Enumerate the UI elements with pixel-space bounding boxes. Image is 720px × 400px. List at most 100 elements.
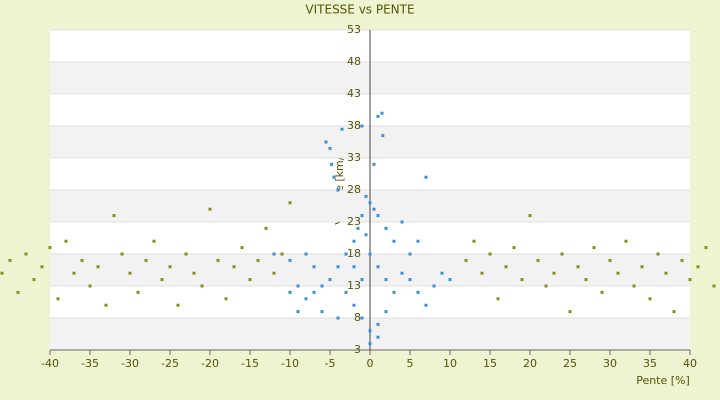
point bbox=[384, 278, 388, 282]
point bbox=[480, 271, 484, 275]
point bbox=[392, 290, 396, 294]
point bbox=[332, 175, 336, 179]
point bbox=[344, 290, 348, 294]
point bbox=[408, 278, 412, 282]
point bbox=[40, 265, 44, 269]
x-tick-label: 0 bbox=[367, 357, 374, 370]
x-axis-title: Pente [%] bbox=[636, 374, 690, 387]
x-tick-label: -15 bbox=[241, 357, 259, 370]
point bbox=[376, 335, 380, 339]
point bbox=[352, 265, 356, 269]
point bbox=[376, 214, 380, 218]
point bbox=[552, 271, 556, 275]
point bbox=[192, 271, 196, 275]
point bbox=[360, 278, 364, 282]
x-tick-label: 20 bbox=[523, 357, 537, 370]
point bbox=[376, 114, 380, 118]
point bbox=[0, 271, 4, 275]
point bbox=[168, 265, 172, 269]
point bbox=[336, 265, 340, 269]
point bbox=[360, 214, 364, 218]
point bbox=[568, 310, 572, 314]
point bbox=[312, 265, 316, 269]
point bbox=[272, 252, 276, 256]
point bbox=[200, 284, 204, 288]
point bbox=[144, 258, 148, 262]
point bbox=[352, 303, 356, 307]
point bbox=[672, 310, 676, 314]
point bbox=[632, 284, 636, 288]
x-tick-label: 30 bbox=[603, 357, 617, 370]
point bbox=[376, 322, 380, 326]
point bbox=[372, 207, 376, 211]
y-tick-label: 23 bbox=[347, 215, 361, 228]
point bbox=[424, 175, 428, 179]
point bbox=[400, 220, 404, 224]
point bbox=[232, 265, 236, 269]
point bbox=[320, 310, 324, 314]
x-tick-label: 25 bbox=[563, 357, 577, 370]
point bbox=[112, 214, 116, 218]
x-tick-label: 35 bbox=[643, 357, 657, 370]
x-tick-label: 40 bbox=[683, 357, 697, 370]
point bbox=[680, 258, 684, 262]
point bbox=[48, 246, 52, 250]
point bbox=[256, 258, 260, 262]
point bbox=[368, 329, 372, 333]
x-tick-label: 10 bbox=[443, 357, 457, 370]
point bbox=[56, 297, 60, 301]
point bbox=[336, 316, 340, 320]
point bbox=[656, 252, 660, 256]
point bbox=[544, 284, 548, 288]
point bbox=[464, 258, 468, 262]
x-tick-label: 5 bbox=[407, 357, 414, 370]
y-tick-label: 53 bbox=[347, 23, 361, 36]
y-tick-label: 13 bbox=[347, 279, 361, 292]
x-tick-label: -10 bbox=[281, 357, 299, 370]
point bbox=[504, 265, 508, 269]
y-tick-label: 48 bbox=[347, 55, 361, 68]
point bbox=[416, 239, 420, 243]
point bbox=[664, 271, 668, 275]
point bbox=[704, 246, 708, 250]
x-tick-label: -30 bbox=[121, 357, 139, 370]
y-tick-label: 8 bbox=[354, 311, 361, 324]
point bbox=[356, 226, 360, 230]
point bbox=[304, 252, 308, 256]
point bbox=[64, 239, 68, 243]
point bbox=[152, 239, 156, 243]
point bbox=[696, 265, 700, 269]
point bbox=[381, 134, 385, 138]
point bbox=[160, 278, 164, 282]
point bbox=[328, 146, 332, 150]
point bbox=[472, 239, 476, 243]
point bbox=[360, 316, 364, 320]
point bbox=[640, 265, 644, 269]
point bbox=[368, 342, 372, 346]
point bbox=[616, 271, 620, 275]
point bbox=[608, 258, 612, 262]
point bbox=[104, 303, 108, 307]
point bbox=[372, 162, 376, 166]
point bbox=[520, 278, 524, 282]
point bbox=[248, 278, 252, 282]
point bbox=[624, 239, 628, 243]
point bbox=[364, 233, 368, 237]
point bbox=[328, 278, 332, 282]
point bbox=[176, 303, 180, 307]
point bbox=[24, 252, 28, 256]
point bbox=[96, 265, 100, 269]
point bbox=[400, 271, 404, 275]
point bbox=[424, 303, 428, 307]
point bbox=[184, 252, 188, 256]
point bbox=[8, 258, 12, 262]
point bbox=[240, 246, 244, 250]
point bbox=[32, 278, 36, 282]
point bbox=[512, 246, 516, 250]
point bbox=[340, 127, 344, 131]
point bbox=[320, 284, 324, 288]
point bbox=[324, 140, 328, 144]
point bbox=[648, 297, 652, 301]
point bbox=[272, 271, 276, 275]
